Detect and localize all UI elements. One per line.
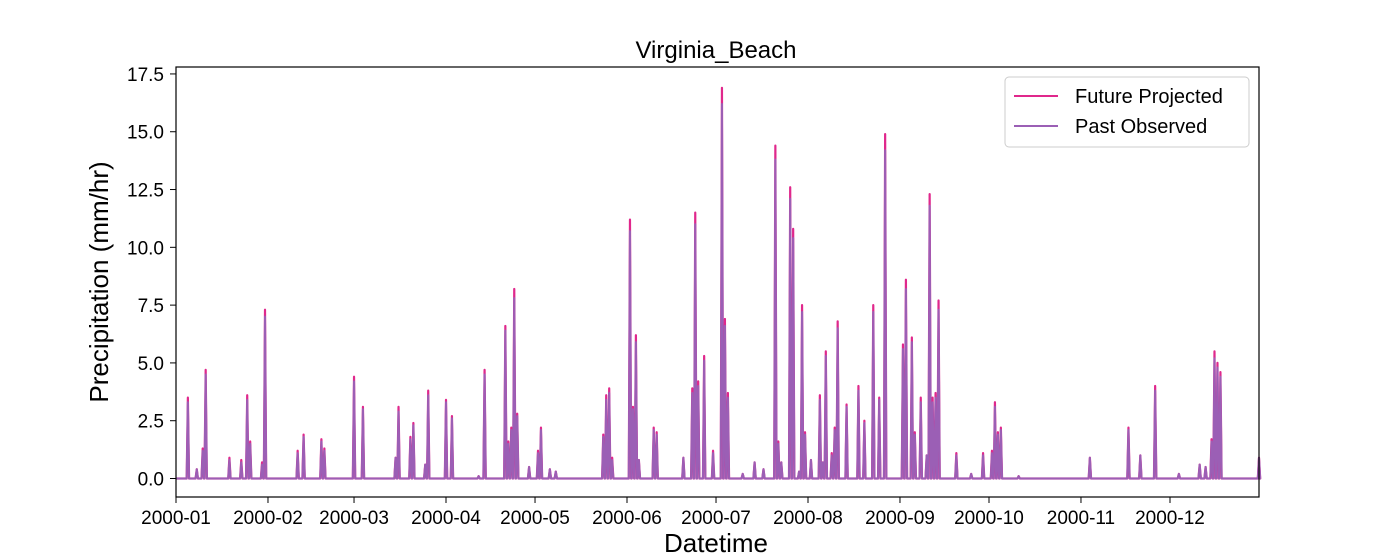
x-tick-label: 2000-10 [954, 508, 1024, 529]
y-tick-label: 17.5 [127, 65, 164, 86]
y-tick-label: 2.5 [138, 412, 164, 433]
y-tick-label: 0.0 [138, 470, 164, 491]
y-axis-ticks: 0.0 2.5 5.0 7.5 10.0 12.5 15.0 17.5 [127, 65, 176, 491]
plot-frame [175, 66, 1260, 498]
legend: Future Projected Past Observed [1004, 76, 1250, 148]
x-tick-label: 2000-07 [681, 508, 751, 529]
x-tick-label: 2000-01 [141, 508, 211, 529]
chart-title: Virginia_Beach [635, 37, 796, 64]
x-tick-label: 2000-08 [773, 508, 843, 529]
x-tick-label: 2000-09 [865, 508, 935, 529]
x-axis-ticks: 2000-01 2000-02 2000-03 2000-04 2000-05 2000-… [141, 497, 1205, 529]
legend-box [1004, 76, 1250, 148]
y-tick-label: 5.0 [138, 354, 164, 375]
y-axis-title: Precipitation (mm/hr) [84, 161, 114, 402]
x-tick-label: 2000-05 [500, 508, 570, 529]
plot-area [175, 66, 1262, 498]
x-tick-label: 2000-03 [319, 508, 389, 529]
y-tick-label: 15.0 [127, 123, 164, 144]
legend-label-past-observed: Past Observed [1075, 116, 1207, 138]
legend-label-future-projected: Future Projected [1075, 86, 1223, 108]
x-tick-label: 2000-11 [1047, 508, 1115, 529]
x-axis-title: Datetime [664, 528, 768, 558]
y-tick-label: 12.5 [127, 181, 164, 202]
x-tick-label: 2000-02 [233, 508, 303, 529]
series-layer [176, 86, 1262, 480]
x-tick-label: 2000-06 [592, 508, 662, 529]
y-tick-label: 7.5 [138, 296, 164, 317]
x-tick-label: 2000-04 [411, 508, 481, 529]
series-line-past-observed [176, 102, 1262, 480]
x-tick-label: 2000-12 [1135, 508, 1205, 529]
y-tick-label: 10.0 [127, 238, 164, 259]
